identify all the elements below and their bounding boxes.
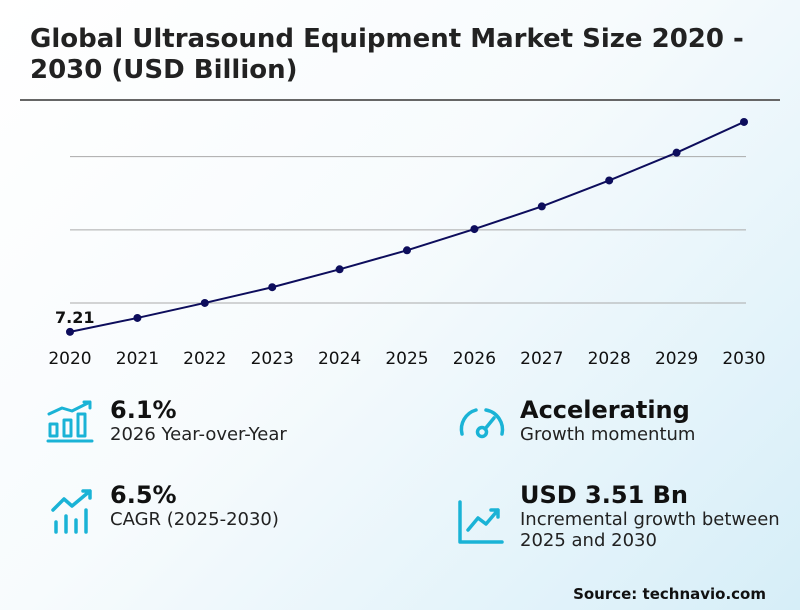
x-tick-label: 2028	[588, 349, 631, 369]
chart-title: Global Ultrasound Equipment Market Size …	[30, 24, 744, 85]
data-point	[537, 202, 546, 211]
data-point	[672, 148, 681, 157]
stat-incremental-label: Incremental growth between 2025 and 2030	[520, 509, 780, 551]
stat-cagr-value: 6.5%	[110, 481, 177, 509]
data-point	[268, 283, 277, 292]
data-point	[470, 225, 479, 234]
x-tick-label: 2020	[48, 349, 91, 369]
data-point	[740, 117, 748, 126]
series-line	[69, 121, 745, 333]
x-tick-label: 2024	[318, 349, 361, 369]
x-tick-label: 2026	[453, 349, 496, 369]
line-chart-up-icon	[458, 500, 504, 544]
stat-cagr-label: CAGR (2025-2030)	[110, 509, 279, 530]
stat-yoy-value: 6.1%	[110, 396, 177, 424]
speedometer-icon	[459, 408, 505, 439]
x-tick-label: 2021	[116, 349, 159, 369]
title-divider	[20, 99, 780, 101]
data-point	[605, 176, 614, 185]
data-point	[335, 265, 344, 274]
data-point	[403, 246, 411, 255]
bar-chart-growth-icon	[46, 400, 94, 443]
trend-bars-icon	[51, 489, 92, 534]
data-point	[200, 298, 209, 307]
stat-momentum-label: Growth momentum	[520, 424, 696, 445]
x-tick-label: 2030	[722, 349, 765, 369]
source-credit: Source: technavio.com	[573, 585, 766, 603]
x-tick-label: 2023	[251, 349, 294, 369]
data-point	[66, 327, 74, 336]
stat-yoy-label: 2026 Year-over-Year	[110, 424, 287, 445]
x-tick-label: 2029	[655, 349, 698, 369]
x-tick-label: 2027	[520, 349, 563, 369]
data-point	[133, 313, 142, 322]
x-tick-label: 2025	[385, 349, 428, 369]
stat-momentum-value: Accelerating	[520, 396, 690, 424]
x-tick-label: 2022	[183, 349, 226, 369]
stat-incremental-value: USD 3.51 Bn	[520, 481, 688, 509]
line-chart: 2020 2021 2022 2023 2024 2025 2026 2027 2028 2029…	[48, 117, 766, 369]
data-label: 7.21	[55, 308, 94, 327]
